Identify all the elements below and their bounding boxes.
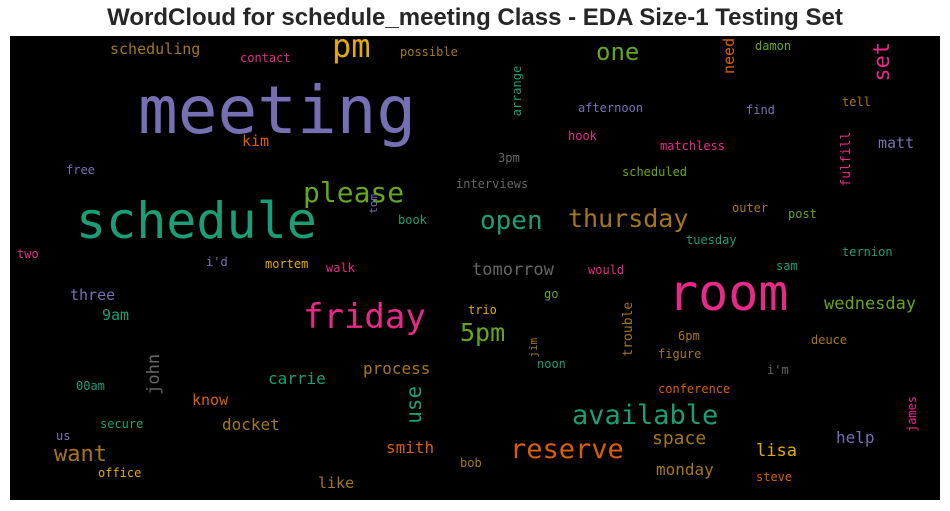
word-jim: jim [527,337,540,358]
word-carrie: carrie [268,369,326,388]
word-tell: tell [842,95,871,109]
word-book: book [398,213,427,227]
word-one: one [596,38,640,66]
word-three: three [70,286,116,304]
word-trio: trio [468,303,497,317]
word-space: space [652,428,707,449]
word-monday: monday [656,460,714,479]
word-3pm: 3pm [498,151,520,165]
word-would: would [588,263,625,277]
word-ternion: ternion [842,245,893,259]
word-room: room [668,264,789,322]
word-possible: possible [400,45,458,59]
word-00am: 00am [76,379,105,393]
word-matt: matt [878,134,915,152]
word-tomorrow: tomorrow [472,260,554,280]
word-tom: tom [367,193,380,214]
word-pm: pm [332,36,371,65]
word-please: please [303,176,405,209]
word-arrange: arrange [510,65,524,117]
word-steve: steve [756,470,793,484]
word-6pm: 6pm [678,329,700,343]
word-thursday: thursday [568,204,689,233]
word-docket: docket [222,415,280,434]
word-lisa: lisa [756,441,797,461]
word-reserve: reserve [510,434,624,465]
word-sam: sam [776,259,798,273]
word-find: find [746,103,775,117]
word-figure: figure [658,347,702,361]
word-two: two [17,247,39,261]
word-conference: conference [658,382,731,396]
word-available: available [572,400,719,431]
word-deuce: deuce [811,333,848,347]
word-meeting: meeting [138,72,417,149]
word-process: process [363,359,431,378]
word-friday: friday [303,297,426,337]
word-scheduled: scheduled [622,165,688,179]
word-5pm: 5pm [460,318,506,347]
word-scheduling: scheduling [110,40,201,58]
word-damon: damon [755,39,792,53]
word-open: open [480,206,543,236]
word-know: know [192,391,229,409]
word-mortem: mortem [265,257,309,271]
word-help: help [836,428,875,447]
word-smith: smith [386,438,435,457]
word-outer: outer [732,201,769,215]
word-set: set [870,41,895,82]
word-post: post [788,207,817,221]
word-hook: hook [568,129,597,143]
wordcloud-panel: meeting schedule room pm friday please availab… [10,36,940,500]
word-secure: secure [100,417,144,431]
word-contact: contact [240,51,291,65]
word-john: john [144,353,164,395]
word-go: go [544,287,559,301]
word-schedule: schedule [76,192,317,250]
word-use: use [402,385,426,424]
word-walk: walk [326,261,355,275]
word-matchless: matchless [660,139,726,153]
word-wednesday: wednesday [824,294,917,314]
word-like: like [318,474,355,492]
word-office: office [98,466,142,480]
chart-title: WordCloud for schedule_meeting Class - E… [107,4,843,31]
word-9am: 9am [102,306,130,324]
word-fulfill: fulfill [839,131,854,187]
word-interviews: interviews [456,177,529,191]
word-i-d: i'd [206,255,228,269]
word-want: want [54,442,107,467]
word-bob: bob [460,456,482,470]
word-james: james [905,395,919,432]
word-trouble: trouble [621,301,636,357]
word-kim: kim [242,132,270,150]
word-tuesday: tuesday [686,233,737,247]
word-noon: noon [537,357,566,371]
word-us: us [56,429,71,443]
word-i-m: i'm [767,363,789,377]
word-afternoon: afternoon [578,101,644,115]
word-free: free [66,163,95,177]
word-need: need [720,37,738,74]
